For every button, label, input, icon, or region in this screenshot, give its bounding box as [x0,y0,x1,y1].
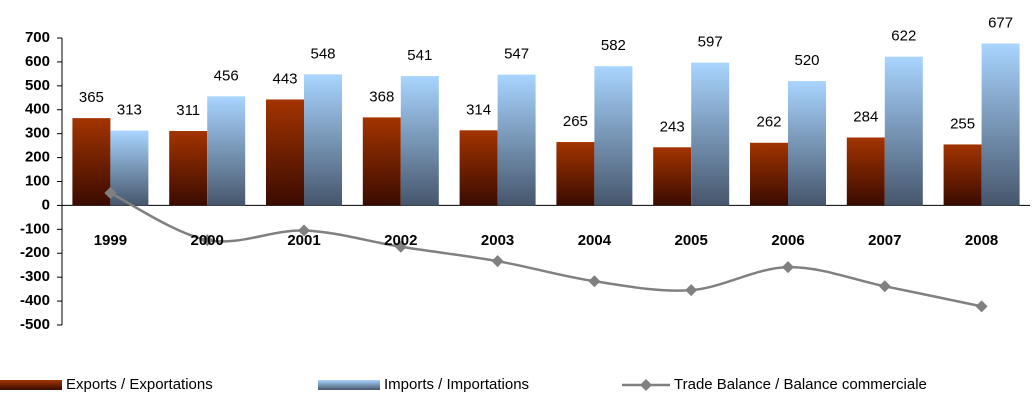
y-tick-label: 300 [25,125,50,142]
data-label: 520 [794,52,819,69]
data-label: 262 [756,114,781,131]
y-tick-label: 200 [25,149,50,166]
bar [72,118,111,206]
bar [691,62,730,206]
data-label: 265 [563,113,588,130]
data-label: 548 [310,45,335,62]
x-tick-label: 2008 [965,232,998,249]
marker [104,186,117,199]
bar [362,117,401,206]
x-tick-label: 2000 [191,232,224,249]
marker [975,300,988,313]
data-label: 677 [988,14,1013,31]
x-tick-label: 2007 [868,232,901,249]
data-label: 541 [407,47,432,64]
bar [207,96,246,206]
bar [981,43,1020,206]
legend-label: Trade Balance / Balance commerciale [674,376,927,393]
y-tick-label: 600 [25,53,50,70]
bar [594,66,633,206]
y-tick-label: -300 [20,268,50,285]
y-tick-label: 700 [25,29,50,46]
bar [110,130,149,206]
x-tick-label: 2002 [384,232,417,249]
data-label: 456 [214,67,239,84]
y-tick-label: -400 [20,292,50,309]
data-label: 368 [369,88,394,105]
bar [943,144,982,206]
y-tick-label: -100 [20,220,50,237]
data-label: 284 [853,108,878,125]
bar [556,142,595,206]
bar [750,142,788,206]
bar [266,99,304,206]
data-label: 314 [466,101,491,118]
bar [788,81,826,206]
marker [394,240,407,253]
bar [304,74,342,206]
bar [497,74,536,206]
y-tick-label: 0 [42,196,50,213]
bar [846,137,885,206]
x-tick-label: 2003 [481,232,514,249]
y-tick-label: -500 [20,316,50,333]
x-tick-label: 2001 [287,232,320,249]
bar [884,56,923,206]
line [109,191,982,308]
marker [685,284,698,297]
data-label: 313 [117,102,142,119]
bar [459,130,498,206]
y-tick-label: 400 [25,101,50,118]
data-label: 255 [950,115,975,132]
marker [201,234,214,247]
x-tick-label: 1999 [94,232,127,249]
legend-swatch [318,380,380,390]
data-label: 243 [660,118,685,135]
y-tick-label: 500 [25,77,50,94]
y-tick-label: -200 [20,244,50,261]
marker [298,224,310,237]
x-tick-label: 2005 [675,232,708,249]
y-tick-label: 100 [25,172,50,189]
data-label: 365 [79,89,104,106]
bar [400,76,439,206]
legend-marker [640,379,652,391]
data-label: 547 [504,46,529,63]
data-label: 582 [601,37,626,54]
legend-label: Exports / Exportations [66,376,213,393]
data-label: 622 [891,28,916,45]
marker [878,280,891,293]
marker [588,275,601,288]
data-label: 597 [698,34,723,51]
x-tick-label: 2006 [771,232,804,249]
bar [653,147,692,206]
data-label: 443 [272,70,297,87]
data-label: 311 [176,102,200,119]
legend-swatch [0,380,62,390]
marker [782,261,794,274]
marker [491,255,504,268]
bar [169,131,208,206]
legend-label: Imports / Importations [384,376,529,393]
x-tick-label: 2004 [578,232,612,249]
